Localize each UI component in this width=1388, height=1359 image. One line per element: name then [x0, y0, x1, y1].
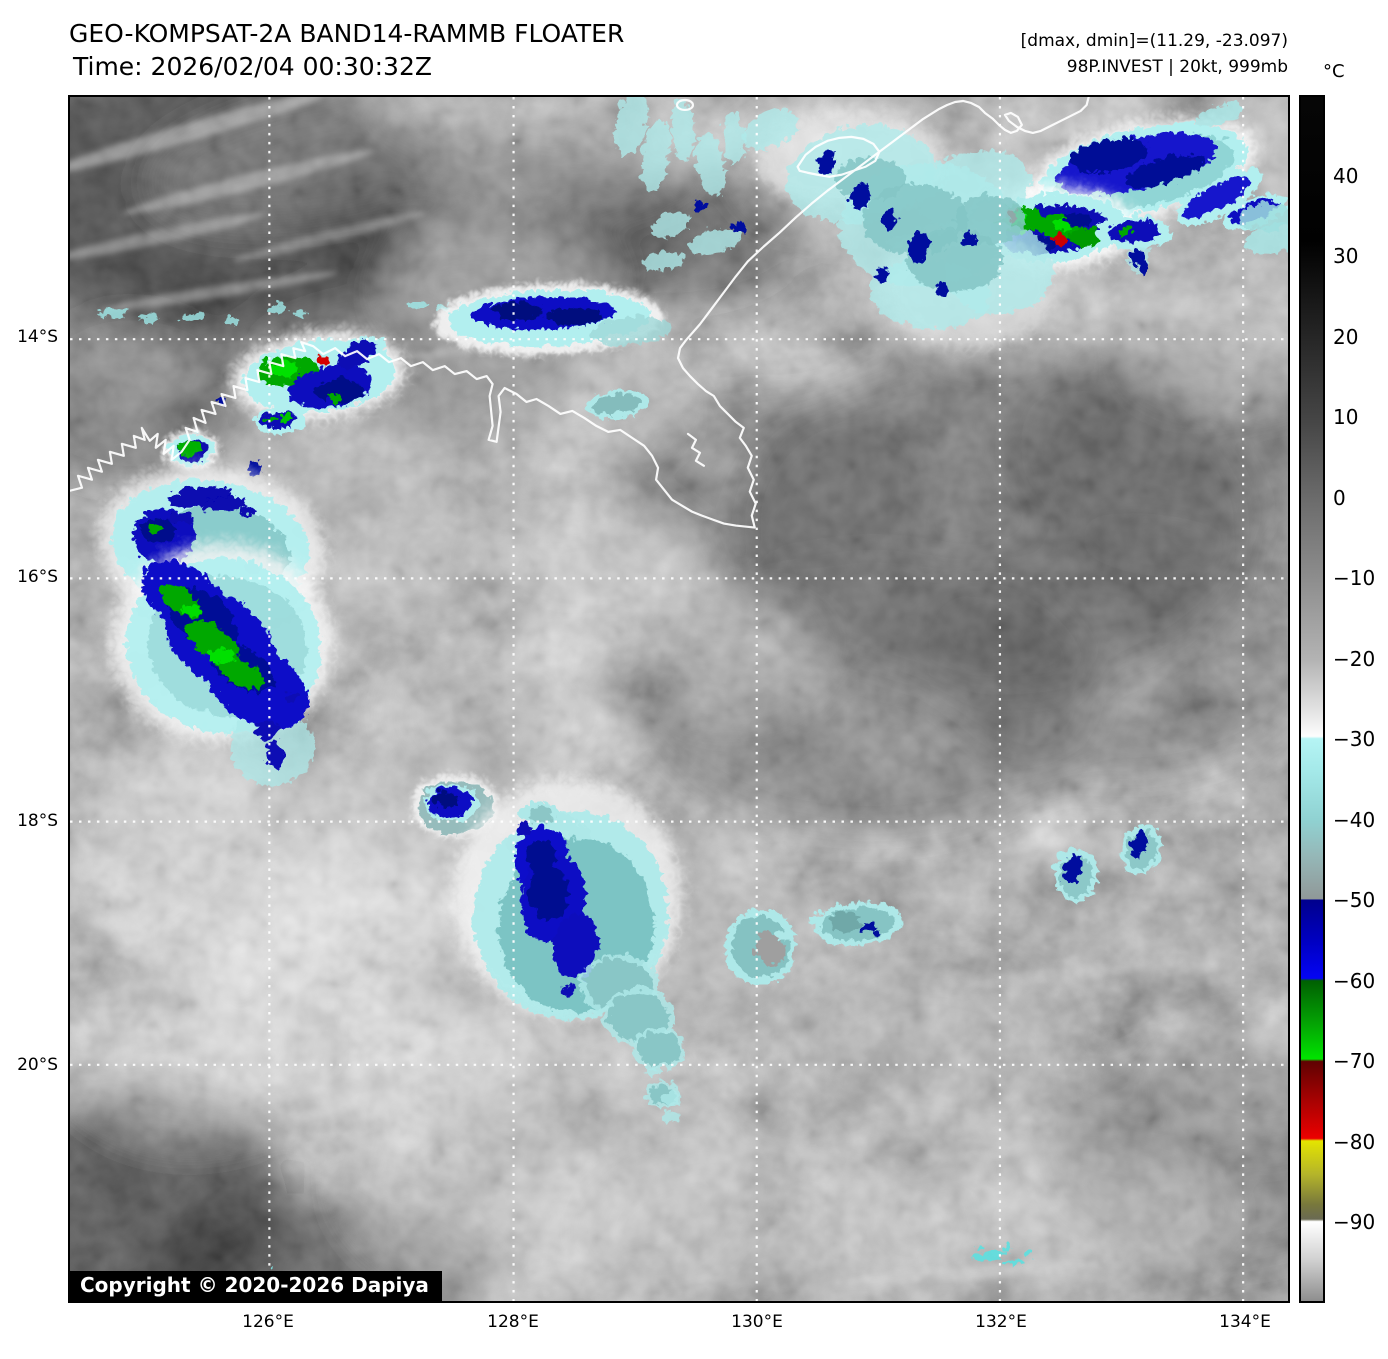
colorbar-tick-label: −40	[1333, 807, 1376, 832]
cold-cyan-wash	[611, 97, 1052, 347]
colorbar-tick-label: −20	[1333, 646, 1376, 671]
map-area: Copyright © 2020-2026 Dapiya	[68, 95, 1290, 1303]
y-axis-tick-label: 20°S	[17, 1055, 58, 1075]
cyan-squiggles-bottom	[264, 1242, 1030, 1276]
x-axis-tick-label: 126°E	[242, 1312, 294, 1332]
x-axis-tick-label: 128°E	[487, 1312, 539, 1332]
x-axis-tick-label: 130°E	[731, 1312, 783, 1332]
coastline-peninsula	[686, 432, 706, 467]
cold-cluster-south	[407, 770, 683, 1120]
copyright-label: Copyright © 2020-2026 Dapiya	[70, 1271, 442, 1301]
coastline-tiwi-islands	[796, 135, 881, 178]
time-label: Time: 2026/02/04 00:30:32Z	[73, 52, 432, 81]
colorbar-tick-label: −30	[1333, 727, 1376, 752]
cold-blue-streak	[430, 280, 668, 353]
colorbar	[1299, 95, 1325, 1303]
gridlines	[70, 97, 1288, 1301]
colorbar-tick-label: −60	[1333, 968, 1376, 993]
meta-block: [dmax, dmin]=(11.29, -23.097) 98P.INVEST…	[1021, 28, 1288, 80]
teal-blobs-central	[721, 899, 900, 983]
y-axis-tick-label: 18°S	[17, 811, 58, 831]
cold-cloud-overlays	[95, 97, 1288, 1276]
cold-cluster-west	[95, 462, 332, 783]
y-axis-labels: 14°S 16°S 18°S 20°S	[0, 0, 62, 1359]
colorbar-tick-label: 40	[1333, 163, 1359, 188]
colorbar-tick-label: −70	[1333, 1049, 1376, 1074]
colorbar-tick-label: 20	[1333, 324, 1359, 349]
colorbar-tick-label: −50	[1333, 888, 1376, 913]
coastline-mainland	[70, 97, 1090, 529]
cold-spots-east	[1051, 820, 1159, 900]
colorbar-tick-labels: 40 30 20 10 0 −10 −20 −30 −40 −50 −60 −70 −80 −90	[1333, 95, 1388, 1303]
colorbar-tick-label: −10	[1333, 566, 1376, 591]
satellite-image	[70, 97, 1288, 1301]
dmax-dmin-label: [dmax, dmin]=(11.29, -23.097)	[1020, 31, 1288, 51]
x-axis-labels: 126°E 128°E 130°E 132°E 134°E	[68, 1312, 1388, 1342]
colorbar-tick-label: 30	[1333, 244, 1359, 269]
colorbar-unit-label: °C	[1323, 61, 1345, 82]
x-axis-tick-label: 132°E	[975, 1312, 1027, 1332]
x-axis-tick-label: 134°E	[1219, 1312, 1271, 1332]
colorbar-tick-label: 10	[1333, 405, 1359, 430]
y-axis-tick-label: 16°S	[17, 567, 58, 587]
colorbar-tick-label: 0	[1333, 485, 1346, 510]
colorbar-tick-label: −80	[1333, 1129, 1376, 1154]
cold-cluster-kimberley	[160, 328, 404, 474]
colorbar-tick-label: −90	[1333, 1210, 1376, 1235]
coastline-small-island	[675, 98, 695, 112]
product-title: GEO-KOMPSAT-2A BAND14-RAMMB FLOATER	[69, 19, 625, 48]
y-axis-tick-label: 14°S	[17, 327, 58, 347]
teal-blob-center	[581, 387, 647, 417]
coastline	[70, 97, 1090, 529]
storm-info-label: 98P.INVEST | 20kt, 999mb	[1066, 57, 1288, 77]
